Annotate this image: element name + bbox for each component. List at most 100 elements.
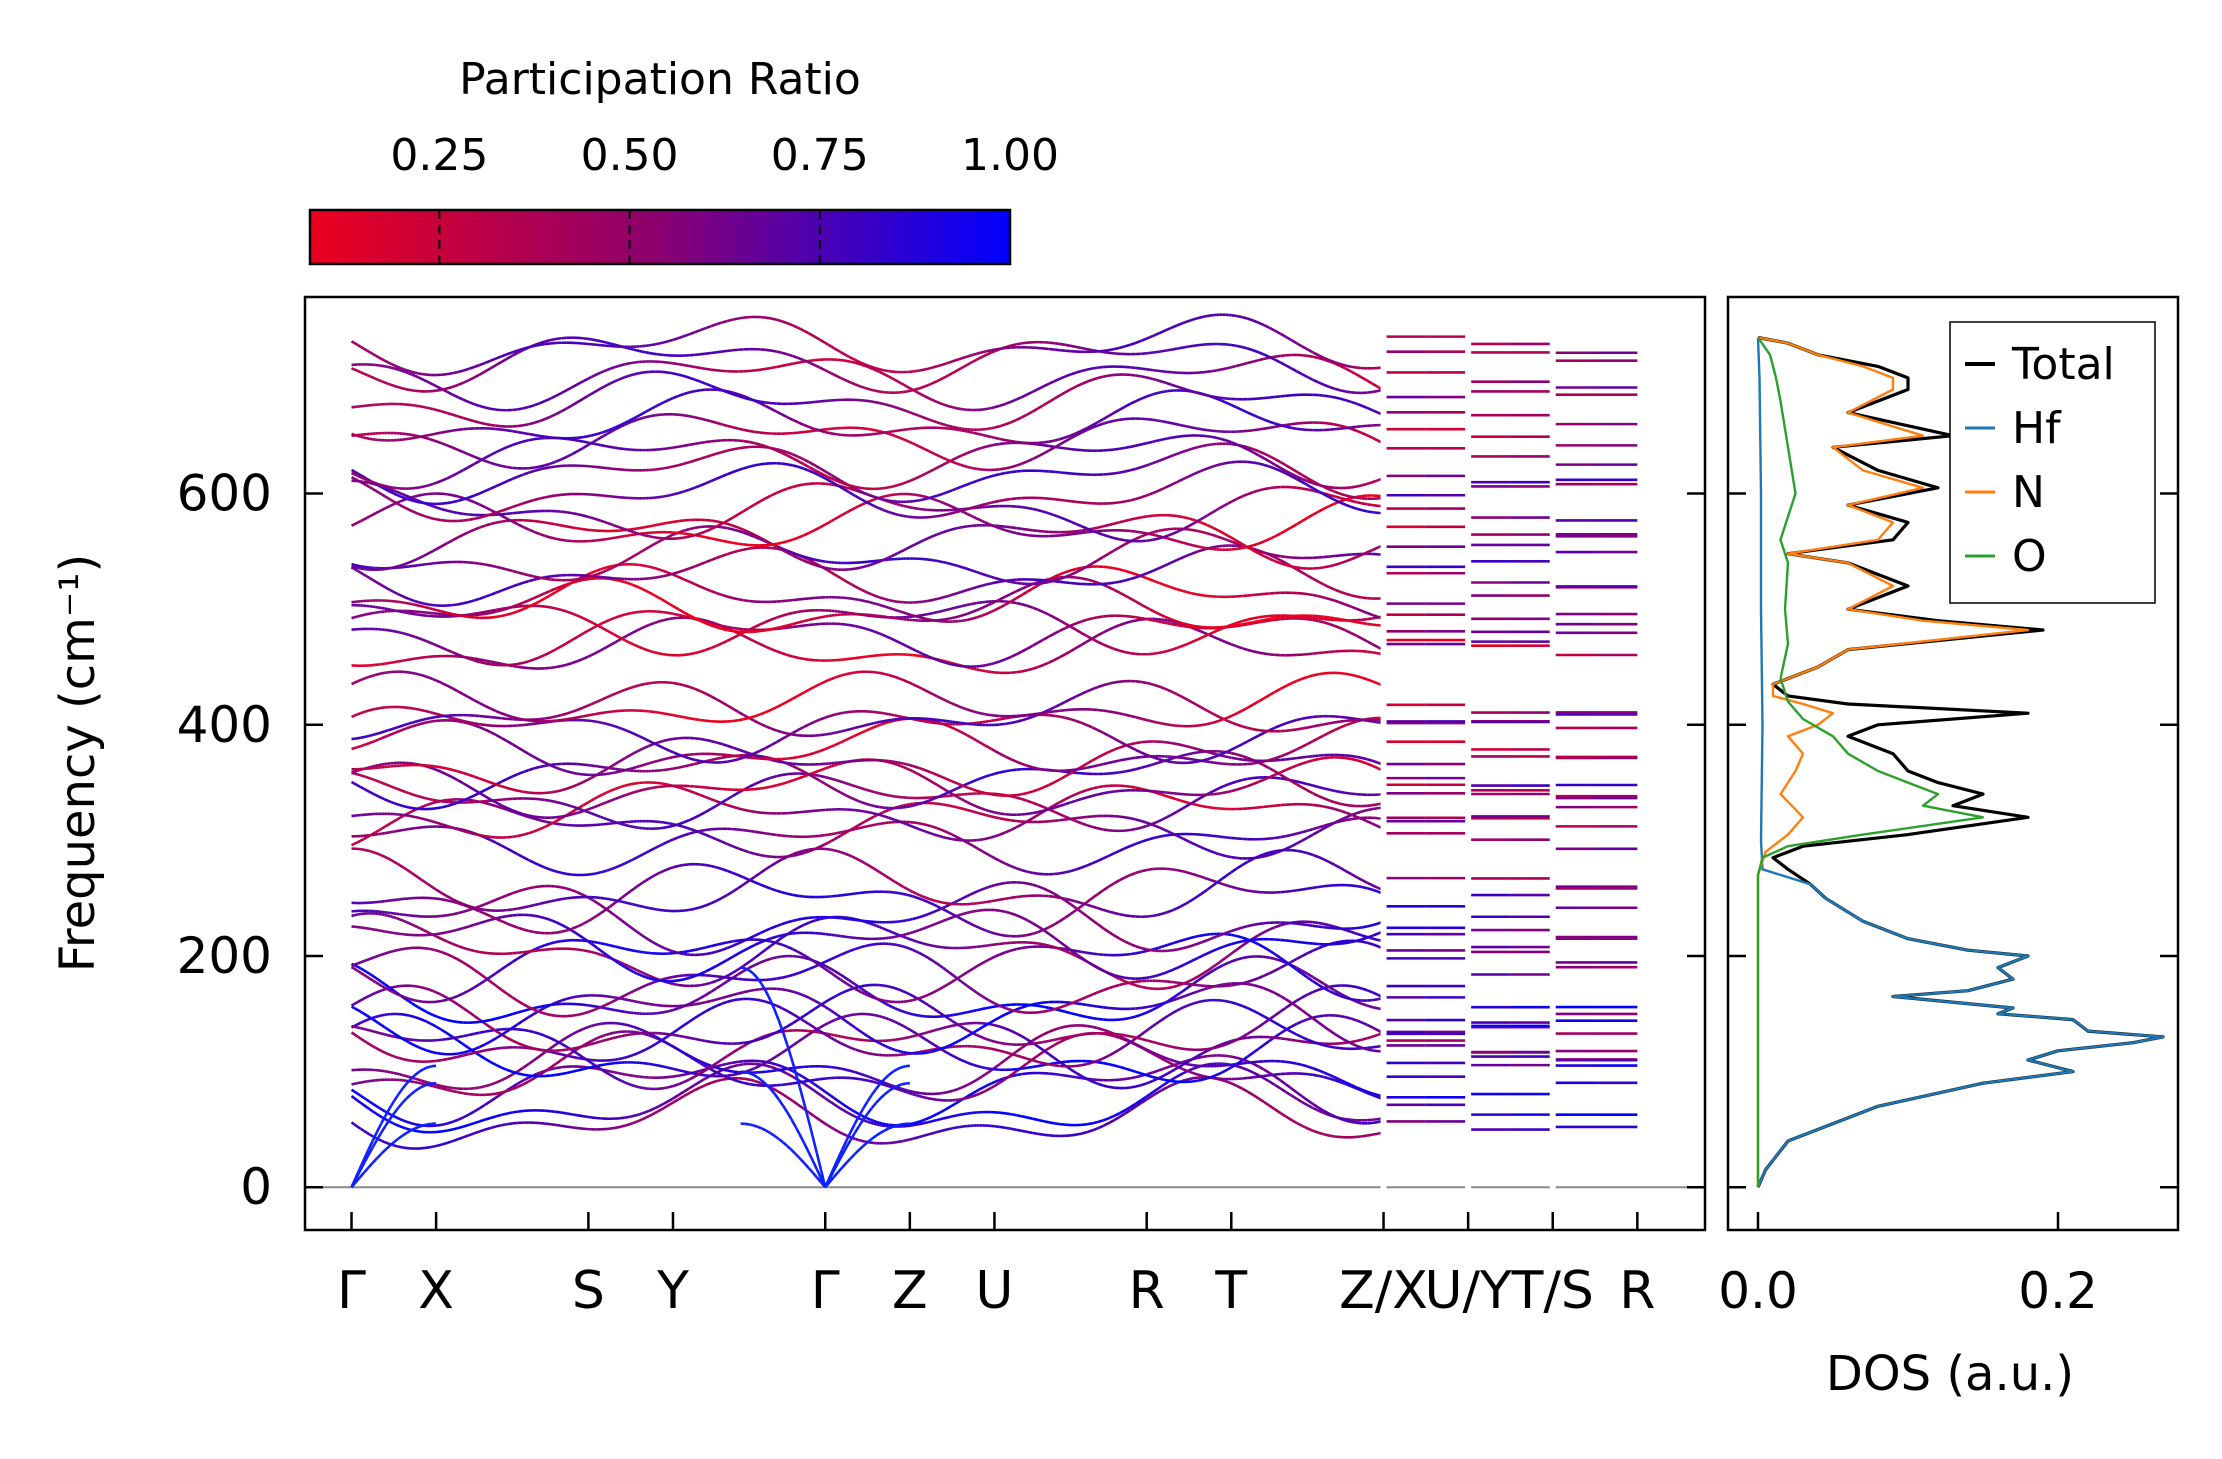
- band-line: [512, 851, 517, 854]
- band-line: [567, 1056, 572, 1057]
- band-line: [1043, 1041, 1048, 1042]
- band-line: [578, 934, 583, 938]
- band-line: [646, 1003, 649, 1004]
- band-line: [831, 1035, 834, 1036]
- band-line: [973, 1010, 976, 1011]
- band-line: [964, 896, 967, 897]
- band-line: [1198, 975, 1201, 977]
- band-line: [1201, 1052, 1204, 1054]
- band-line: [480, 952, 485, 953]
- band-line: [738, 979, 743, 980]
- band-line: [518, 890, 523, 892]
- band-line: [904, 937, 907, 938]
- band-line: [637, 1028, 640, 1029]
- band-line: [507, 1089, 512, 1091]
- band-line: [1165, 1016, 1168, 1018]
- band-line: [1231, 960, 1236, 962]
- band-line: [771, 957, 776, 958]
- band-line: [722, 869, 727, 871]
- band-line: [1186, 995, 1189, 996]
- band-line: [1141, 948, 1146, 949]
- band-line: [919, 953, 922, 955]
- band-line: [610, 1075, 613, 1077]
- band-line: [442, 1131, 447, 1132]
- band-line: [1087, 1026, 1092, 1027]
- band-line: [1237, 936, 1242, 938]
- band-line: [919, 823, 922, 824]
- band-line: [1225, 1044, 1228, 1045]
- band-line: [463, 991, 468, 994]
- band-line: [1313, 926, 1318, 927]
- band-line: [355, 915, 358, 916]
- band-line: [358, 1127, 361, 1129]
- band-line: [1373, 1028, 1378, 1031]
- band-line: [1114, 975, 1119, 977]
- band-line: [1081, 1034, 1086, 1035]
- band-line: [1156, 1078, 1159, 1079]
- band-line: [928, 902, 931, 903]
- band-line: [1153, 1008, 1156, 1010]
- band-line: [1022, 883, 1027, 884]
- band-line: [913, 999, 916, 1000]
- band-line: [1192, 978, 1195, 980]
- band-line: [1120, 979, 1125, 981]
- band-line: [952, 1116, 955, 1117]
- band-line: [1087, 898, 1092, 902]
- band-line: [1011, 1054, 1016, 1056]
- band-line: [480, 1086, 485, 1087]
- band-line: [958, 1040, 961, 1042]
- band-line: [1195, 976, 1198, 978]
- band-line: [809, 958, 814, 961]
- band-line: [373, 1031, 376, 1032]
- band-line: [352, 1084, 355, 1085]
- band-line: [1065, 1012, 1070, 1013]
- band-line: [834, 1040, 837, 1042]
- band-line: [643, 936, 646, 938]
- band-line: [480, 1050, 485, 1051]
- band-line: [1081, 912, 1086, 916]
- band-line: [1192, 1003, 1195, 1004]
- band-line: [1313, 1018, 1318, 1022]
- band-line: [628, 925, 631, 927]
- band-line: [490, 1062, 495, 1065]
- band-line: [849, 950, 852, 951]
- band-line: [518, 1068, 523, 1072]
- band-line: [1231, 943, 1236, 944]
- band-line: [678, 979, 683, 980]
- band-line: [1253, 978, 1258, 980]
- band-line: [634, 1054, 637, 1055]
- band-line: [1165, 1067, 1168, 1068]
- band-line: [1195, 991, 1198, 992]
- band-line: [855, 1139, 858, 1140]
- band-line: [1313, 855, 1318, 857]
- band-line: [1228, 954, 1231, 956]
- band-line: [982, 1074, 985, 1076]
- band-line: [967, 912, 970, 913]
- band-line: [994, 1017, 999, 1020]
- band-line: [561, 1056, 566, 1060]
- band-line: [928, 1098, 931, 1099]
- band-line: [442, 1124, 447, 1125]
- band-line: [689, 1018, 694, 1022]
- band-line: [1318, 886, 1323, 887]
- band-line: [1318, 1133, 1323, 1135]
- band-line: [442, 995, 447, 998]
- band-line: [1147, 1050, 1150, 1051]
- band-line: [985, 1085, 988, 1086]
- band-line: [529, 1047, 534, 1048]
- band-line: [1103, 971, 1108, 973]
- band-line: [430, 990, 433, 991]
- band-line: [931, 912, 934, 913]
- band-line: [840, 1069, 843, 1070]
- band-line: [1280, 996, 1285, 999]
- band-line: [982, 996, 985, 998]
- band-line: [358, 1023, 361, 1024]
- band-line: [1318, 985, 1323, 988]
- band-line: [447, 800, 452, 801]
- band-line: [700, 1085, 705, 1087]
- band-line: [928, 1031, 931, 1032]
- band-line: [1307, 925, 1312, 926]
- band-line: [913, 1138, 916, 1139]
- band-line: [991, 932, 994, 933]
- band-line: [597, 903, 600, 905]
